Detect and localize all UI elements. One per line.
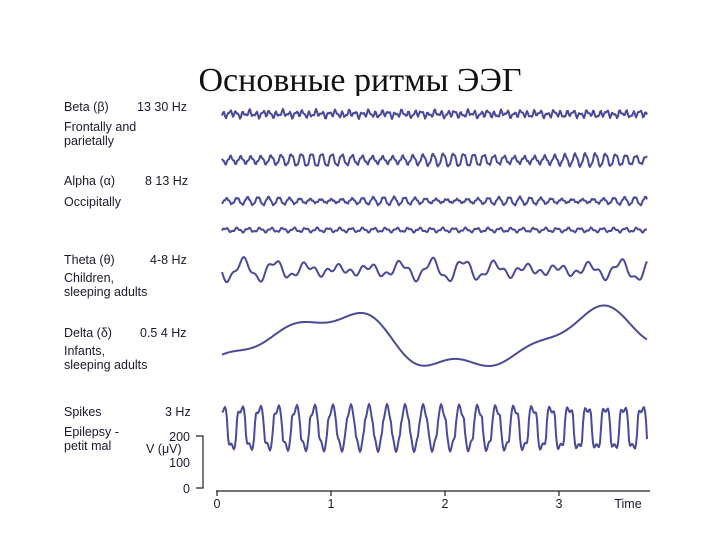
spikes-name: Spikes (64, 405, 102, 419)
spike-wave-waveform (221, 403, 648, 453)
delta-description-line-1: Infants, (64, 344, 105, 358)
beta-waveform (221, 107, 648, 121)
alpha-waveform-1 (221, 151, 648, 168)
delta-waveform (221, 304, 648, 367)
time-tick-3: 3 (556, 497, 563, 511)
alpha-name: Alpha (α) (64, 174, 115, 188)
theta-description-line-2: sleeping adults (64, 285, 147, 299)
voltage-axis-label: V (μV) (146, 442, 182, 456)
theta-waveform (221, 256, 648, 284)
theta-description-line-1: Children, (64, 271, 114, 285)
alpha-waveform-2 (221, 195, 648, 207)
delta-frequency: 0.5 4 Hz (140, 326, 187, 340)
voltage-tick-100: 100 (169, 456, 190, 470)
voltage-tick-0: 0 (183, 482, 190, 496)
time-tick-2: 2 (442, 497, 449, 511)
spikes-description-line-1: Epilepsy - (64, 425, 119, 439)
alpha-frequency: 8 13 Hz (145, 174, 188, 188)
beta-description-line-2: parietally (64, 134, 115, 148)
spikes-frequency: 3 Hz (165, 405, 191, 419)
slide-title: Основные ритмы ЭЭГ (198, 64, 522, 96)
delta-name: Delta (δ) (64, 326, 112, 340)
time-tick-1: 1 (328, 497, 335, 511)
alpha-description-line-1: Occipitally (64, 195, 122, 209)
voltage-scale-bar (196, 435, 204, 489)
delta-description-line-2: sleeping adults (64, 358, 147, 372)
time-axis-label: Time (614, 497, 641, 511)
beta-name: Beta (β) (64, 100, 109, 114)
theta-name: Theta (θ) (64, 253, 115, 267)
time-tick-0: 0 (214, 497, 221, 511)
theta-frequency: 4-8 Hz (150, 253, 187, 267)
beta-frequency: 13 30 Hz (137, 100, 187, 114)
alpha-waveform-3 (221, 226, 648, 234)
spikes-description-line-2: petit mal (64, 439, 111, 453)
voltage-tick-200: 200 (169, 430, 190, 444)
beta-description-line-1: Frontally and (64, 120, 136, 134)
